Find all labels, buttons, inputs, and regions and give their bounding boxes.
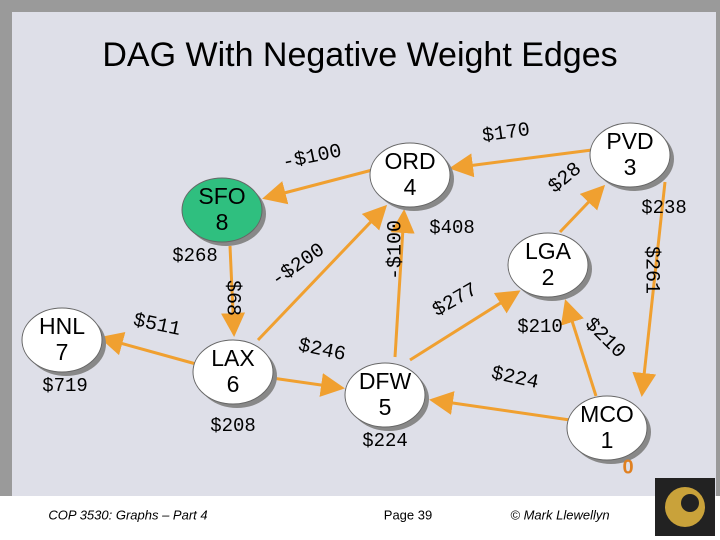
edge [632, 181, 667, 397]
node-name: LAX [211, 345, 254, 371]
edge [558, 184, 606, 234]
footer-bg [0, 496, 720, 540]
node: LAX 6 $208 [192, 339, 277, 437]
node-number: 6 [227, 371, 240, 397]
node-name: HNL [39, 313, 85, 339]
node: DFW 5 $224 [344, 362, 429, 452]
node-distance: $210 [517, 316, 563, 338]
node: LGA 2 $210 [507, 232, 592, 338]
edge [262, 166, 381, 205]
node: PVD 3 $238 [589, 122, 687, 219]
node-number: 5 [379, 394, 392, 420]
node-name: SFO [198, 183, 245, 209]
node: SFO 8 $268 [172, 177, 266, 267]
nodes: SFO 8 $268 ORD 4 $408 PVD 3 $238 LGA 2 $… [21, 122, 687, 478]
node: ORD 4 $408 [369, 142, 475, 239]
node-number: 3 [624, 154, 637, 180]
node-name: LGA [525, 238, 572, 264]
edge [449, 148, 593, 178]
node-distance: $268 [172, 245, 218, 267]
node: MCO 1 0 [566, 395, 651, 478]
node-distance: 0 [622, 456, 633, 478]
node-distance: $224 [362, 430, 408, 452]
node-name: ORD [384, 148, 435, 174]
edge [429, 391, 571, 422]
node-name: DFW [359, 368, 412, 394]
edge-weight: -$100 [384, 220, 407, 280]
edge [560, 299, 598, 397]
footer-author: © Mark Llewellyn [510, 507, 609, 522]
node-distance: $208 [210, 415, 256, 437]
node-name: MCO [580, 401, 634, 427]
edge [390, 209, 415, 358]
edge [221, 245, 246, 337]
node-distance: $408 [429, 217, 475, 239]
node-distance: $238 [641, 197, 687, 219]
node-number: 4 [404, 174, 417, 200]
logo [655, 478, 715, 536]
node-name: PVD [606, 128, 653, 154]
edge [99, 332, 197, 366]
node-distance: $719 [42, 375, 88, 397]
edge-weight: $261 [640, 246, 663, 294]
node-number: 8 [216, 209, 229, 235]
title: DAG With Negative Weight Edges [102, 36, 617, 74]
node-number: 7 [56, 339, 69, 365]
footer-page: Page 39 [384, 507, 432, 522]
edge [271, 373, 345, 397]
node: HNL 7 $719 [21, 307, 106, 397]
edge [256, 204, 388, 342]
footer-course: COP 3530: Graphs – Part 4 [48, 507, 207, 522]
edges [99, 148, 667, 422]
edge [409, 290, 521, 362]
node-number: 1 [601, 427, 614, 453]
node-number: 2 [542, 264, 555, 290]
edge-weight: $68 [221, 280, 244, 316]
